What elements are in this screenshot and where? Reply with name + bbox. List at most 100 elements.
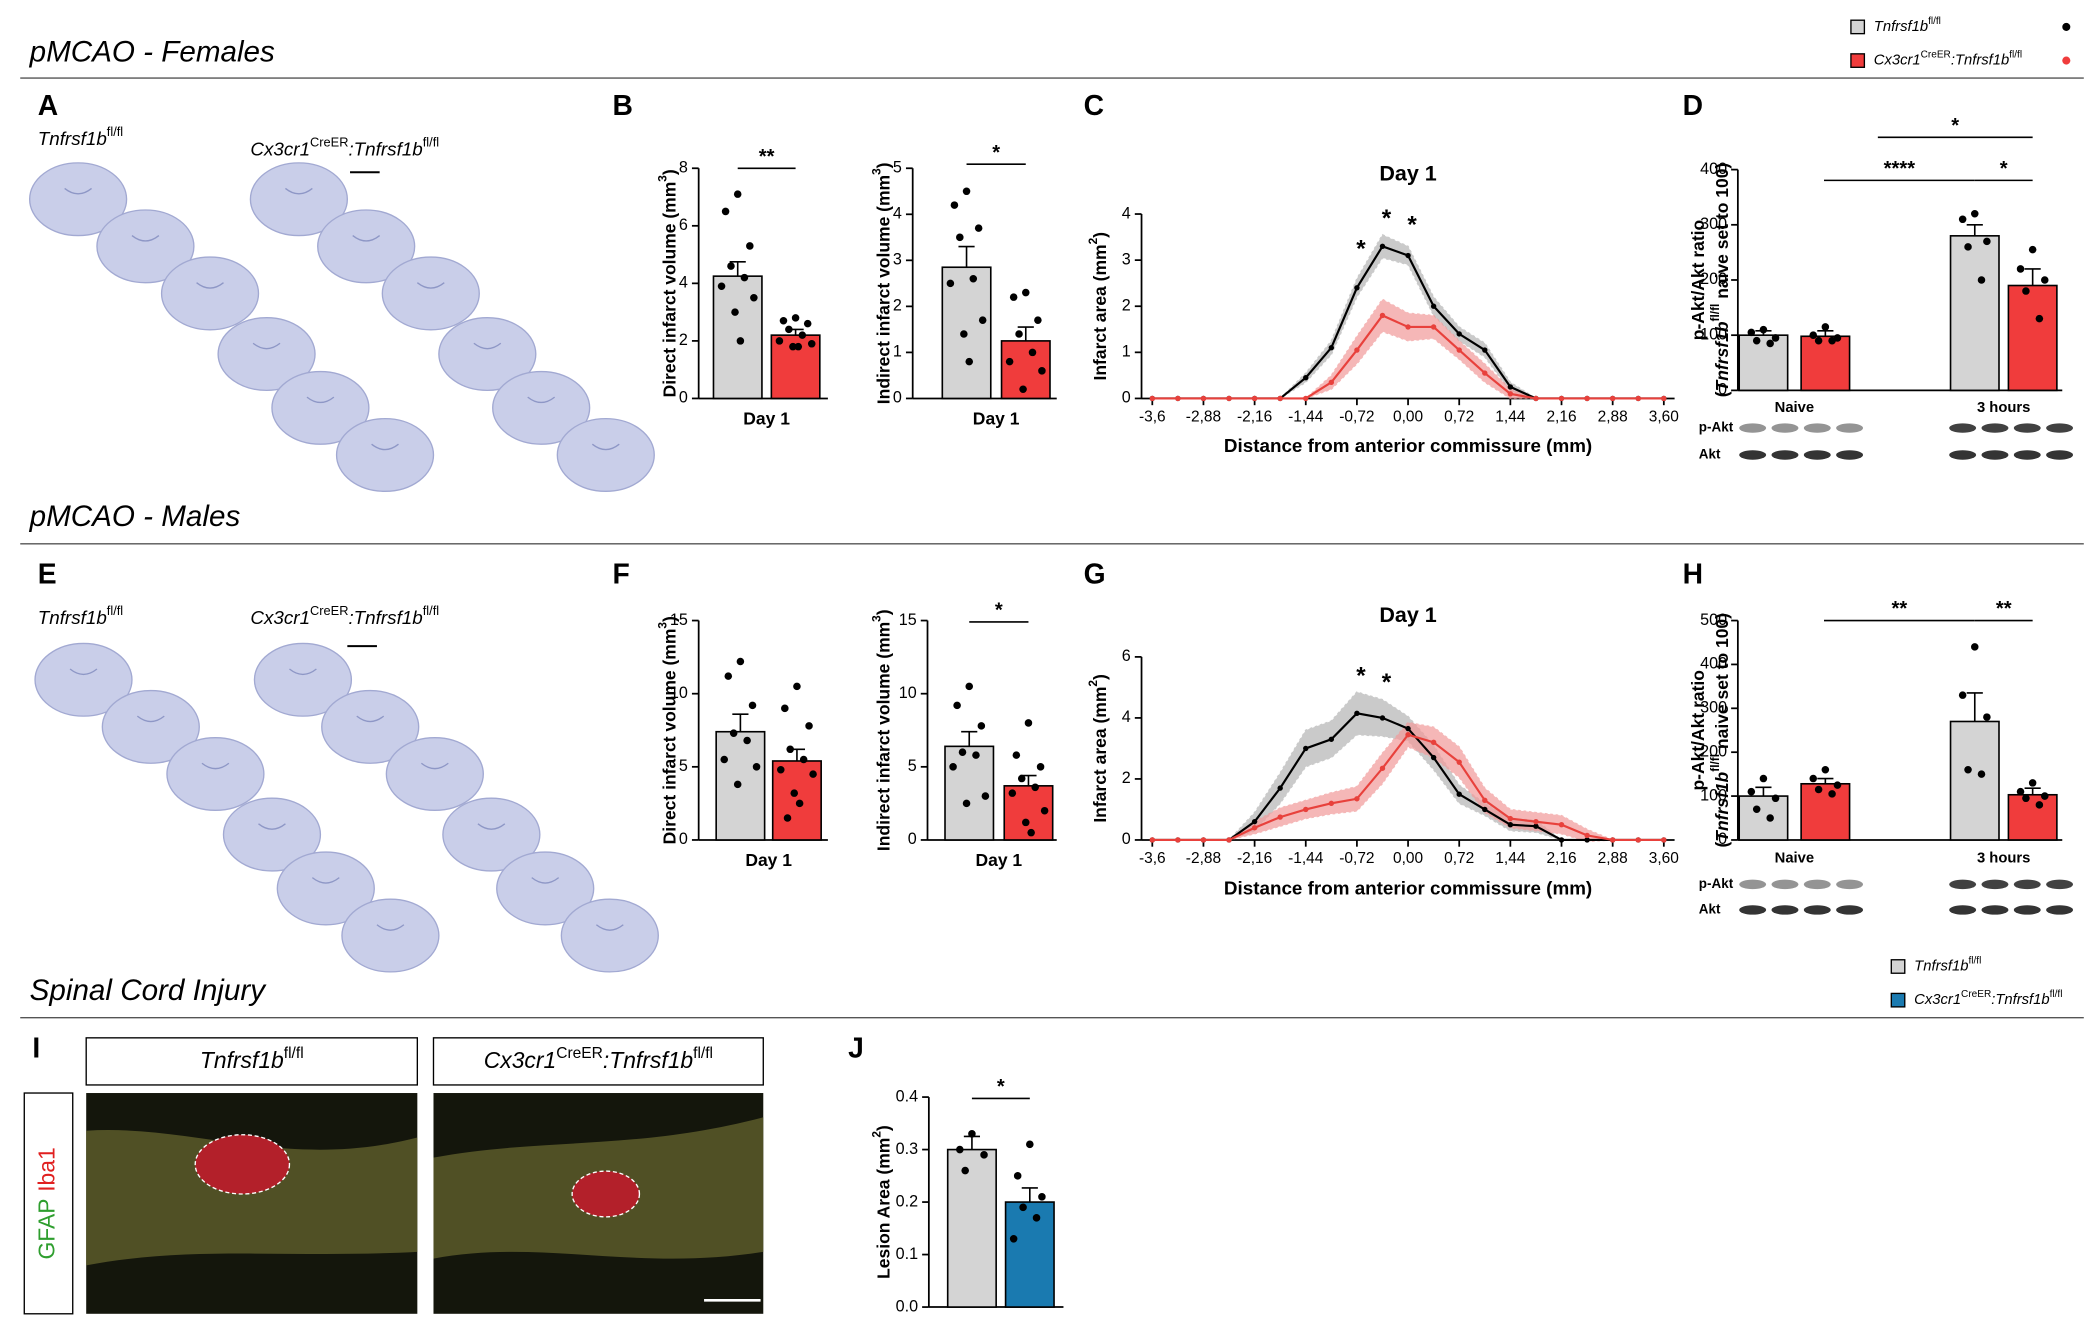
- data-point: [809, 770, 817, 778]
- brain-detail: [201, 762, 230, 770]
- brain-section: [492, 370, 591, 445]
- brain-section: [101, 689, 200, 764]
- text-run: fl/fl: [1968, 956, 1981, 967]
- image-header: [432, 1037, 764, 1086]
- data-point: [1964, 243, 1972, 251]
- data-point: [1821, 765, 1830, 774]
- data-point: [1022, 288, 1030, 297]
- x-tick-label: 2,88: [1598, 850, 1628, 867]
- data-point: [1771, 334, 1780, 342]
- x-category-label: 3 hours: [1977, 851, 2030, 867]
- data-point: [1379, 765, 1386, 771]
- chart-title: Day 1: [1379, 603, 1436, 627]
- x-tick-label: 2,88: [1598, 408, 1628, 425]
- panel-letter: F: [613, 558, 630, 590]
- text-run: fl/fl: [1708, 754, 1722, 772]
- data-point: [980, 1151, 988, 1159]
- y-tick-label: 4: [1122, 204, 1131, 222]
- data-point: [1328, 800, 1335, 807]
- brain-detail: [64, 187, 93, 195]
- data-point: [1379, 715, 1386, 721]
- text-run: :Tnfrsf1b: [348, 139, 422, 160]
- brain-section: [276, 851, 375, 926]
- data-point: [750, 293, 758, 302]
- text-run: ): [873, 1125, 893, 1131]
- x-tick-label: -1,44: [1288, 850, 1324, 867]
- y-tick-label: 15: [670, 611, 688, 629]
- significance-label: *: [1356, 236, 1366, 263]
- data-point: [962, 187, 971, 196]
- data-point: [783, 814, 792, 822]
- significance-label: *: [1951, 115, 1959, 137]
- blot-band: [1981, 423, 2009, 433]
- text-run: (: [1712, 391, 1732, 397]
- data-point: [974, 224, 983, 232]
- data-point: [748, 701, 757, 710]
- y-tick-label: 8: [679, 159, 688, 177]
- brain-detail: [69, 668, 98, 676]
- y-tick-label: 400: [1700, 160, 1727, 178]
- data-point: [2035, 314, 2044, 323]
- y-axis-label: (Tnfrsf1bfl/fl naive set to 100): [1708, 163, 1731, 398]
- brain-detail: [473, 342, 502, 350]
- data-point: [807, 340, 816, 348]
- data-point: [1507, 822, 1514, 828]
- significance-label: *: [1382, 669, 1392, 696]
- x-tick-label: 0,00: [1393, 850, 1423, 867]
- text-run: Direct infarct volume (mm: [659, 182, 679, 398]
- data-point: [727, 262, 735, 270]
- data-point: [1430, 754, 1437, 761]
- data-point: [981, 792, 990, 800]
- data-point: [1038, 1193, 1046, 1201]
- data-point: [1766, 814, 1774, 822]
- data-point: [1584, 395, 1590, 402]
- legend-dot: [2062, 22, 2071, 31]
- y-tick-label: 400: [1700, 655, 1727, 673]
- x-category-label: Day 1: [743, 409, 790, 429]
- x-category-label: Day 1: [976, 850, 1023, 870]
- y-tick-label: 5: [908, 757, 917, 775]
- data-point: [1200, 395, 1207, 402]
- data-point: [799, 755, 808, 764]
- legend-swatch: [1850, 53, 1866, 68]
- data-point: [2022, 794, 2030, 803]
- data-point: [1983, 237, 1991, 246]
- legend-label: Cx3cr1CreER:Tnfrsf1bfl/fl: [1874, 50, 2022, 69]
- text-run: :Tnfrsf1b: [1991, 992, 2049, 1008]
- brain-detail: [131, 235, 160, 242]
- data-point: [956, 233, 964, 242]
- y-tick-label: 5: [893, 159, 902, 177]
- data-point: [1277, 814, 1283, 820]
- brain-detail: [289, 668, 317, 676]
- x-tick-label: -1,44: [1288, 408, 1324, 425]
- blot-band: [1836, 450, 1864, 460]
- y-tick-label: 100: [1700, 325, 1727, 343]
- text-run: 2: [870, 1131, 884, 1138]
- text-run: Tnfrsf1b: [200, 1047, 284, 1073]
- y-tick-label: 0: [1718, 381, 1727, 399]
- data-point: [1277, 785, 1283, 791]
- data-point: [1005, 357, 1014, 366]
- data-point: [1970, 643, 1979, 651]
- y-axis-label: Direct infarct volume (mm3): [656, 616, 679, 844]
- brain-detail: [376, 924, 405, 931]
- text-run: fl/fl: [2050, 989, 2063, 1000]
- x-tick-label: 0,00: [1393, 408, 1423, 425]
- y-tick-label: 2: [893, 297, 902, 315]
- x-tick-label: -2,88: [1186, 408, 1221, 425]
- y-tick-label: 200: [1700, 270, 1727, 288]
- data-point: [949, 763, 957, 771]
- data-point: [752, 763, 761, 771]
- y-tick-label: 4: [1122, 708, 1131, 726]
- text-run: ): [659, 616, 679, 622]
- data-point: [956, 1145, 964, 1154]
- brain-detail: [527, 396, 556, 404]
- text-run: Lesion Area (mm: [873, 1138, 893, 1279]
- y-axis-label: Indirect infarct volume (mm3): [870, 162, 893, 404]
- data-point: [1226, 837, 1232, 843]
- blot-band: [1949, 879, 1977, 890]
- panel-letter: E: [38, 558, 57, 590]
- data-point: [1828, 790, 1836, 798]
- data-point: [946, 279, 955, 288]
- brain-section: [317, 209, 416, 284]
